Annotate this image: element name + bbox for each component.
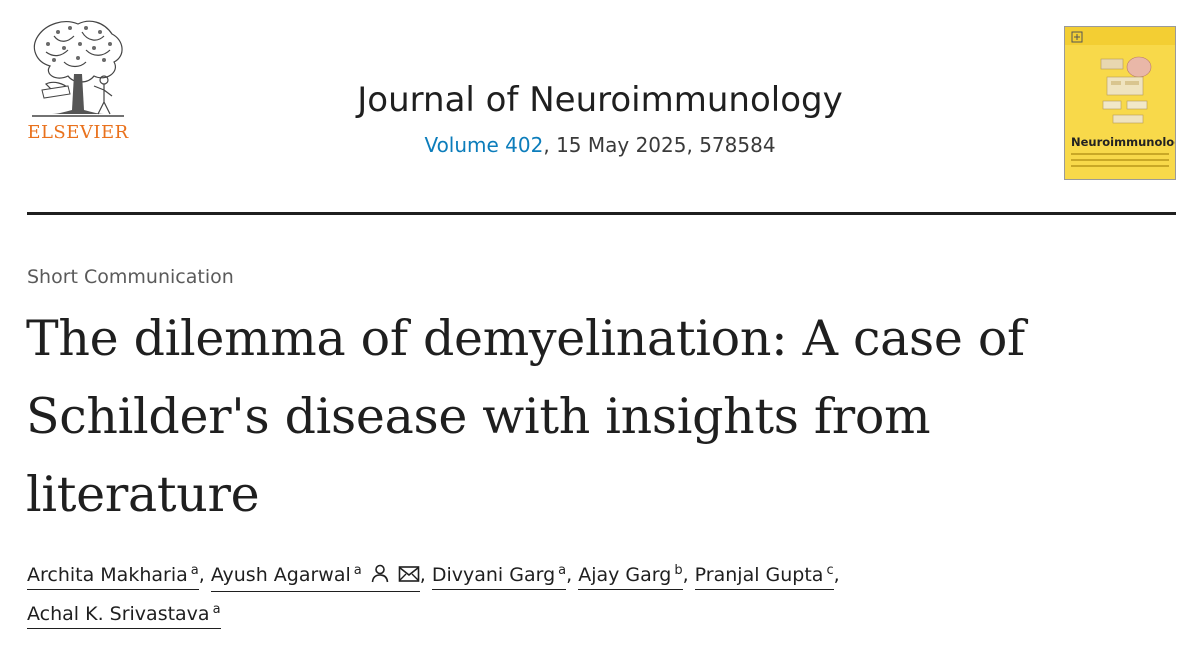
issue-date-and-id: , 15 May 2025, 578584 bbox=[543, 133, 776, 157]
article-type-label: Short Communication bbox=[27, 266, 234, 288]
header-divider bbox=[27, 212, 1176, 215]
author-name: Ajay Garg bbox=[578, 564, 672, 586]
publisher-name[interactable]: ELSEVIER bbox=[27, 122, 129, 143]
author-name: Divyani Garg bbox=[431, 564, 556, 586]
author-link[interactable]: Ajay Garg b bbox=[578, 563, 683, 590]
affiliation-marker: a bbox=[190, 563, 199, 578]
affiliation-marker: a bbox=[558, 563, 567, 578]
affiliation-marker: a bbox=[353, 563, 362, 578]
author-separator: , bbox=[566, 564, 579, 586]
affiliation-marker: c bbox=[826, 563, 834, 578]
author-list: Archita Makharia a, Ayush Agarwal a, Divya… bbox=[27, 556, 1177, 634]
cover-text-lines bbox=[1071, 153, 1169, 171]
cover-elsevier-icon bbox=[1071, 31, 1083, 43]
journal-issue-info: Volume 402, 15 May 2025, 578584 bbox=[200, 132, 1000, 158]
journal-header: Journal of Neuroimmunology Volume 402, 1… bbox=[200, 78, 1000, 158]
author-separator: , bbox=[833, 564, 840, 586]
author-link[interactable]: Archita Makharia a bbox=[27, 563, 199, 590]
publisher-logo[interactable] bbox=[24, 14, 132, 144]
author-name: Archita Makharia bbox=[27, 564, 188, 586]
cover-illustration-icon bbox=[1100, 56, 1152, 124]
author-separator: , bbox=[198, 564, 211, 586]
elsevier-tree-logo-icon bbox=[32, 20, 124, 117]
cover-journal-title: Neuroimmunology bbox=[1071, 135, 1175, 149]
author-separator: , bbox=[419, 564, 432, 586]
journal-cover-thumbnail[interactable]: Neuroimmunology bbox=[1064, 26, 1176, 180]
volume-link[interactable]: Volume 402 bbox=[424, 133, 544, 157]
journal-title-link[interactable]: Journal of Neuroimmunology bbox=[357, 80, 843, 120]
affiliation-marker: b bbox=[674, 563, 683, 578]
author-link[interactable]: Ayush Agarwal a bbox=[210, 563, 420, 592]
cover-top-strip bbox=[1065, 27, 1175, 45]
author-link[interactable]: Divyani Garg a bbox=[431, 563, 567, 590]
author-name: Ayush Agarwal bbox=[210, 564, 351, 586]
author-separator: , bbox=[682, 564, 695, 586]
author-name: Achal K. Srivastava bbox=[27, 603, 210, 625]
mail-icon[interactable] bbox=[398, 565, 420, 589]
author-name: Pranjal Gupta bbox=[694, 564, 824, 586]
article-title: The dilemma of demyelination: A case of … bbox=[26, 310, 1025, 523]
author-link[interactable]: Pranjal Gupta c bbox=[694, 563, 834, 590]
author-link[interactable]: Achal K. Srivastava a bbox=[27, 602, 221, 629]
affiliation-marker: a bbox=[212, 602, 221, 617]
person-icon[interactable] bbox=[370, 563, 390, 589]
